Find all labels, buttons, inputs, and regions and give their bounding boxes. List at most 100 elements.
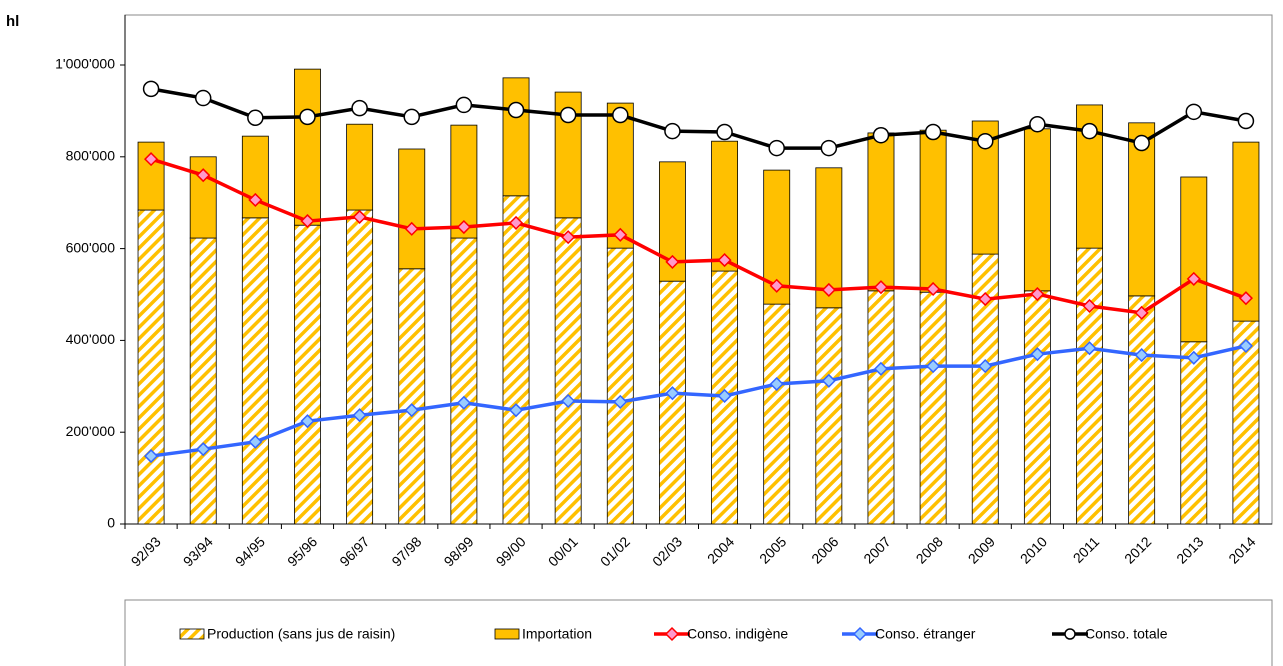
marker	[1133, 134, 1150, 152]
bar	[294, 68, 321, 226]
y-tick-label: 200'000	[66, 423, 116, 439]
marker	[1081, 122, 1098, 140]
y-tick-label: 1'000'000	[55, 56, 115, 72]
marker	[508, 215, 524, 230]
x-tick-label: 2006	[808, 533, 841, 566]
marker	[1238, 291, 1253, 306]
marker	[924, 123, 942, 141]
legend-marker	[852, 626, 868, 642]
bar	[606, 247, 634, 525]
marker	[1185, 103, 1203, 121]
marker	[508, 403, 524, 418]
bar	[398, 268, 426, 525]
marker	[300, 213, 315, 229]
bar	[606, 102, 634, 249]
legend-swatch	[494, 628, 520, 640]
marker	[144, 449, 159, 464]
y-tick-label: 400'000	[66, 331, 116, 347]
marker	[717, 253, 732, 268]
marker	[977, 132, 994, 150]
marker	[352, 209, 367, 224]
bar	[189, 237, 217, 525]
marker	[872, 126, 890, 144]
bar	[346, 209, 374, 525]
x-tick-label: 97/98	[388, 533, 424, 569]
x-tick-label: 2013	[1173, 533, 1206, 566]
legend-swatch	[179, 628, 205, 640]
marker	[665, 254, 680, 269]
x-tick-label: 2011	[1070, 533, 1103, 566]
y-axis-label: hl	[6, 13, 19, 30]
x-tick-label: 00/01	[545, 533, 581, 569]
marker	[769, 376, 784, 392]
y-tick-label: 0	[107, 515, 115, 531]
legend-label: Conso. indigène	[687, 626, 788, 642]
marker	[926, 281, 941, 297]
bar	[1232, 320, 1260, 525]
line	[150, 87, 1247, 150]
marker	[404, 221, 419, 236]
marker	[873, 280, 889, 295]
marker	[820, 139, 838, 157]
marker	[717, 388, 732, 403]
bar	[867, 290, 895, 525]
x-tick-label: 2009	[965, 533, 998, 566]
bar	[502, 77, 530, 197]
marker	[613, 227, 628, 242]
marker	[665, 386, 680, 401]
bar	[294, 224, 321, 525]
bar	[658, 280, 686, 525]
x-tick-label: 2008	[913, 533, 946, 566]
bar	[554, 217, 582, 525]
marker	[1030, 286, 1045, 302]
marker	[455, 96, 473, 114]
bar	[502, 195, 530, 525]
marker	[351, 99, 368, 117]
marker	[1186, 271, 1201, 286]
marker	[507, 101, 525, 119]
marker	[456, 219, 471, 235]
bar	[867, 132, 895, 292]
bar	[1023, 128, 1051, 292]
bar	[450, 237, 478, 525]
x-tick-label: 02/03	[649, 533, 685, 569]
bar	[711, 140, 739, 272]
marker	[1237, 112, 1255, 130]
marker	[559, 106, 577, 124]
marker	[769, 278, 784, 293]
x-tick-label: 2012	[1121, 533, 1154, 566]
marker	[196, 442, 211, 457]
x-tick-label: 98/99	[441, 533, 477, 569]
marker	[613, 394, 628, 409]
marker	[352, 408, 367, 423]
marker	[821, 373, 836, 388]
bar	[919, 291, 947, 525]
marker	[196, 168, 211, 183]
bar	[1180, 176, 1208, 343]
marker	[403, 108, 420, 126]
bar	[1180, 341, 1208, 525]
bar	[1128, 122, 1156, 297]
marker	[1238, 338, 1253, 353]
x-tick-label: 92/93	[128, 533, 164, 569]
bar	[1128, 295, 1156, 525]
legend-label: Importation	[522, 626, 592, 642]
legend-label: Production (sans jus de raisin)	[207, 626, 395, 642]
x-tick-label: 2014	[1225, 533, 1258, 566]
marker	[716, 123, 733, 141]
marker	[612, 106, 629, 124]
x-tick-label: 2007	[860, 533, 893, 566]
legend-label: Conso. totale	[1085, 626, 1168, 642]
legend-marker	[1064, 628, 1076, 640]
marker	[404, 403, 419, 418]
marker	[561, 393, 576, 409]
marker	[299, 108, 316, 126]
marker	[561, 230, 576, 245]
bar	[763, 303, 791, 525]
marker	[978, 359, 993, 374]
bar	[137, 209, 165, 525]
x-tick-label: 93/94	[180, 533, 216, 569]
marker	[1134, 305, 1149, 320]
